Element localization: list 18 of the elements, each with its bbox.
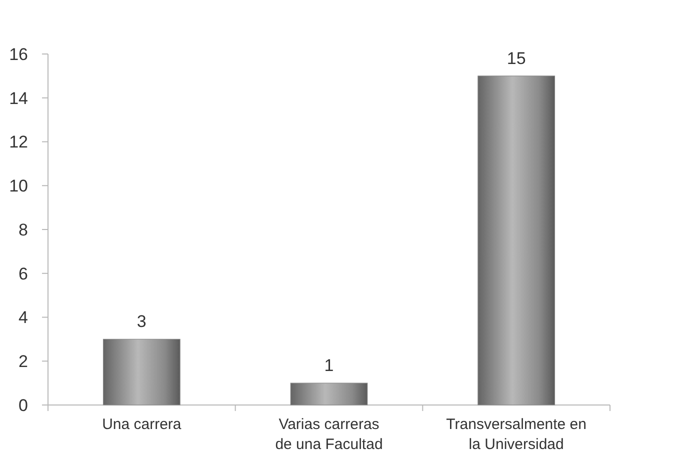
x-tick-label: Varias carreras de una Facultad xyxy=(275,416,383,453)
data-label: 15 xyxy=(506,48,526,68)
y-tick-label: 14 xyxy=(9,88,28,108)
bar xyxy=(102,338,180,406)
data-label: 1 xyxy=(324,356,334,376)
x-tick-label: Transversalmente en la Universidad xyxy=(446,416,587,453)
y-tick-label: 16 xyxy=(9,44,28,64)
y-tick-label: 8 xyxy=(18,220,28,240)
y-tick-label: 12 xyxy=(9,132,28,152)
y-tick-label: 4 xyxy=(18,308,28,328)
y-tick-label: 6 xyxy=(18,264,28,284)
x-tick-label: Una carrera xyxy=(102,416,182,433)
y-tick-label: 2 xyxy=(18,352,28,372)
bar xyxy=(478,76,556,406)
y-tick-label: 0 xyxy=(18,396,28,415)
bar xyxy=(290,382,368,406)
data-label: 3 xyxy=(136,312,146,332)
y-tick-label: 10 xyxy=(9,176,28,196)
